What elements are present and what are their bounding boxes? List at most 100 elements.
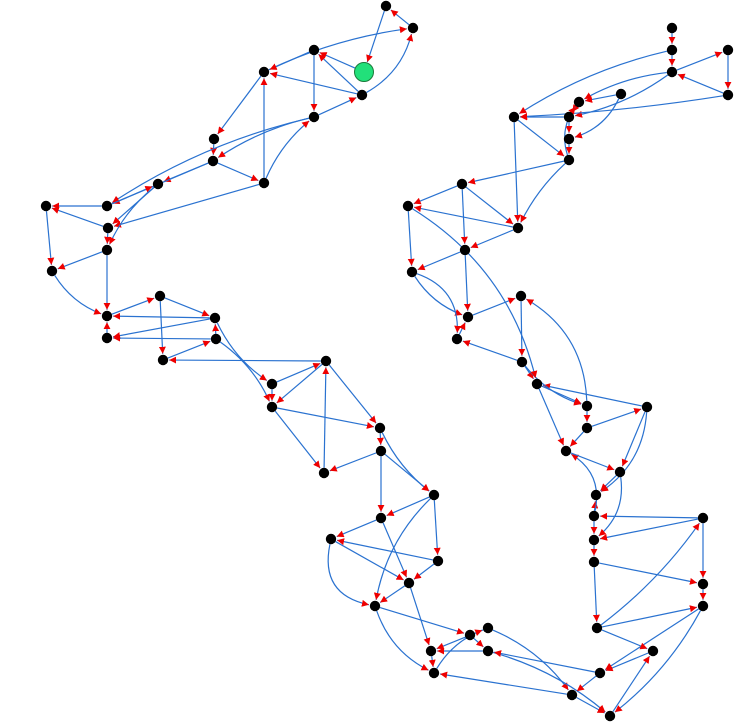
- graph-edge: [601, 605, 698, 628]
- graph-edge: [379, 606, 465, 635]
- graph-node: [462, 311, 474, 323]
- graph-node: [581, 422, 593, 434]
- graph-edge: [335, 541, 404, 581]
- graph-node: [266, 401, 278, 413]
- graph-edge: [413, 563, 435, 580]
- graph-node: [380, 0, 392, 12]
- graph-node: [375, 512, 387, 524]
- graph-edge: [108, 186, 155, 245]
- graph-node: [432, 555, 444, 567]
- graph-edge: [384, 453, 430, 492]
- graph-node: [614, 466, 626, 478]
- graph-node: [425, 645, 437, 657]
- graph-node: [46, 265, 58, 277]
- graph-edge: [407, 211, 415, 266]
- graph-edge: [366, 33, 414, 93]
- graph-edge: [518, 50, 668, 115]
- graph-node: [456, 178, 468, 190]
- graph-node: [428, 489, 440, 501]
- graph-edge: [373, 498, 431, 601]
- graph-edge: [328, 364, 377, 424]
- graph-node: [152, 178, 164, 190]
- graph-edge: [436, 629, 483, 669]
- graph-edge: [413, 205, 514, 228]
- graph-node: [641, 401, 653, 413]
- graph-edge: [216, 322, 268, 382]
- graph-node: [208, 133, 220, 145]
- start-node: [354, 62, 374, 82]
- graph-node: [403, 577, 415, 589]
- graph-edge: [458, 322, 466, 335]
- graph-edge: [386, 496, 430, 517]
- graph-edge: [336, 538, 434, 561]
- graph-edge: [576, 696, 605, 714]
- graph-edge: [598, 562, 698, 585]
- graph-node: [604, 710, 616, 722]
- graph-node: [428, 667, 440, 679]
- graph-edge: [465, 186, 514, 225]
- graph-node: [308, 44, 320, 56]
- graph-node: [666, 66, 678, 78]
- graph-node: [697, 578, 709, 590]
- graph-edge: [382, 522, 408, 578]
- graph-edge: [463, 255, 471, 311]
- graph-node: [402, 200, 414, 212]
- graph-edge: [51, 207, 104, 227]
- graph-edge: [493, 650, 596, 673]
- graph-node: [588, 556, 600, 568]
- graph-edge: [600, 412, 648, 493]
- graph-node: [563, 133, 575, 145]
- graph-node: [531, 378, 543, 390]
- graph-edge: [462, 340, 518, 361]
- graph-edge: [517, 119, 565, 157]
- graph-node: [516, 356, 528, 368]
- graph-node: [318, 467, 330, 479]
- graph-node: [615, 88, 627, 100]
- graph-edge: [524, 365, 535, 380]
- graph-node: [101, 332, 113, 344]
- graph-edge: [564, 106, 576, 156]
- graph-node: [207, 155, 219, 167]
- graph-node: [308, 111, 320, 123]
- graph-edge: [600, 522, 700, 626]
- graph-edge: [276, 362, 321, 383]
- graph-node: [102, 222, 114, 234]
- graph-edge: [492, 629, 569, 691]
- graph-node: [154, 290, 166, 302]
- graph-edge: [45, 211, 55, 265]
- graph-edge: [336, 519, 377, 538]
- graph-edge: [569, 431, 584, 447]
- graph-edge: [327, 543, 370, 607]
- graph-edge: [318, 53, 359, 92]
- graph-edge: [520, 95, 723, 120]
- graph-node: [563, 111, 575, 123]
- graph-edge: [677, 73, 724, 94]
- graph-node: [266, 378, 278, 390]
- graph-edge: [219, 341, 271, 402]
- graph-edge: [592, 567, 600, 622]
- graph-node: [407, 22, 419, 34]
- graph-node: [647, 645, 659, 657]
- graph-edge: [265, 120, 310, 179]
- graph-node: [560, 445, 572, 457]
- graph-edge: [269, 51, 310, 71]
- graph-node: [566, 689, 578, 701]
- graph-edge: [112, 318, 210, 340]
- graph-edge: [276, 407, 375, 429]
- graph-edge: [576, 675, 597, 692]
- graph-edge: [113, 312, 210, 320]
- graph-edge: [410, 587, 431, 646]
- graph-edge: [318, 97, 357, 116]
- graph-node: [482, 622, 494, 634]
- graph-edge: [428, 656, 436, 667]
- graph-edge: [217, 75, 262, 135]
- node-layer: [40, 0, 734, 722]
- graph-node: [594, 667, 606, 679]
- graph-node: [375, 445, 387, 457]
- graph-edge: [169, 356, 321, 364]
- graph-node: [508, 111, 520, 123]
- graph-edge: [542, 383, 643, 407]
- graph-node: [258, 177, 270, 189]
- graph-edge: [381, 432, 430, 492]
- graph-edge: [518, 301, 526, 356]
